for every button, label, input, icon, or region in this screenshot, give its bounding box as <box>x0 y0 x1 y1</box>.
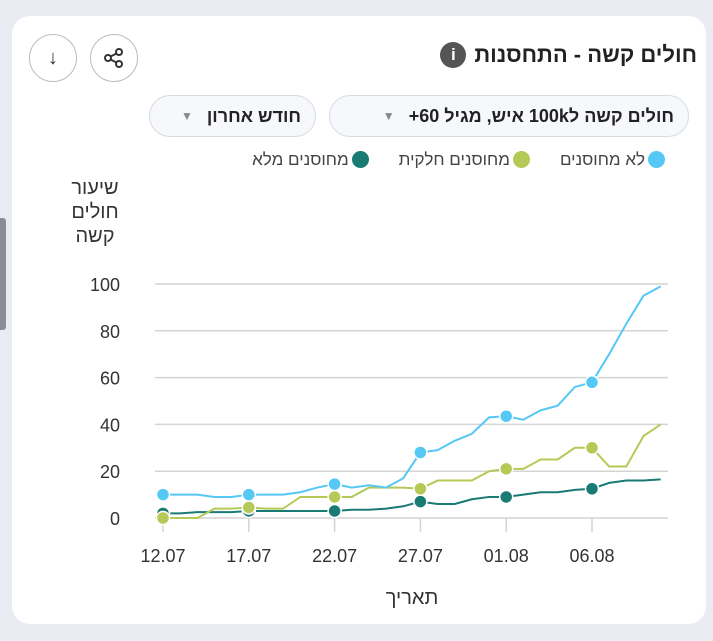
data-point <box>498 461 514 477</box>
x-tick-label: 06.08 <box>569 546 614 566</box>
download-arrow-icon: ↓ <box>48 46 58 69</box>
download-button[interactable]: ↓ <box>29 34 77 82</box>
period-value: חודש אחרון <box>206 105 301 126</box>
data-point <box>155 487 171 502</box>
x-tick-label: 17.07 <box>226 546 271 566</box>
x-axis-label: תאריך <box>386 587 439 609</box>
chart-title: חולים קשה - התחסנות i <box>440 42 697 68</box>
chevron-down-icon: ▼ <box>180 109 193 123</box>
metric-dropdown[interactable]: חולים קשה ל100k איש, מגיל 60+ ▼ <box>329 95 689 137</box>
chevron-down-icon: ▼ <box>382 109 395 123</box>
x-tick-label: 22.07 <box>312 546 357 566</box>
x-tick-label: 01.08 <box>484 546 529 566</box>
data-point <box>584 375 600 390</box>
data-point <box>327 503 342 519</box>
data-point <box>327 489 342 505</box>
page-scrollbar[interactable] <box>0 218 6 330</box>
legend: לא מחוסנים מחוסנים חלקית מחוסנים מלא <box>252 150 665 170</box>
y-tick-label: 80 <box>100 322 120 342</box>
x-tick-label: 27.07 <box>398 546 443 566</box>
data-point <box>155 510 171 526</box>
x-tick-label: 12.07 <box>140 546 185 566</box>
y-tick-label: 40 <box>100 415 120 435</box>
metric-value: חולים קשה ל100k איש, מגיל 60+ <box>408 105 674 126</box>
data-point <box>413 445 428 460</box>
data-point <box>413 481 428 496</box>
legend-item-partial[interactable]: מחוסנים חלקית <box>399 150 530 170</box>
y-tick-label: 20 <box>100 462 120 482</box>
title-text: חולים קשה - התחסנות <box>474 42 697 67</box>
legend-item-full[interactable]: מחוסנים מלא <box>252 150 369 170</box>
y-axis-label: שיעור חולים קשה <box>71 177 119 247</box>
legend-item-unvaccinated[interactable]: לא מחוסנים <box>560 150 665 170</box>
data-point <box>413 494 428 509</box>
info-icon[interactable]: i <box>440 42 467 68</box>
data-point <box>498 408 514 424</box>
data-point <box>584 440 600 456</box>
share-icon <box>104 48 123 68</box>
series-line <box>163 285 662 498</box>
data-point <box>327 476 342 492</box>
data-point <box>241 500 257 515</box>
data-point <box>584 481 600 496</box>
share-button[interactable] <box>90 34 138 82</box>
y-tick-label: 60 <box>100 369 120 389</box>
y-tick-label: 100 <box>90 275 120 295</box>
period-dropdown[interactable]: חודש אחרון ▼ <box>149 95 316 137</box>
data-point <box>241 487 257 502</box>
y-tick-label: 0 <box>110 509 120 529</box>
data-point <box>498 489 514 505</box>
